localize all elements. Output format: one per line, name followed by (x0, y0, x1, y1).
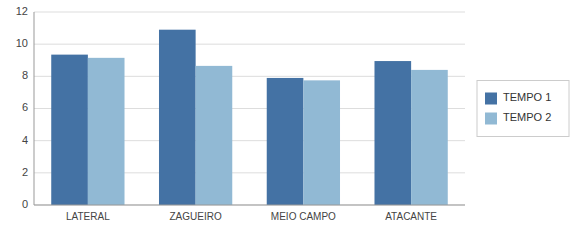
legend-label: TEMPO 1 (503, 91, 551, 103)
legend-swatch (485, 93, 497, 105)
y-tick-label: 6 (22, 101, 28, 113)
bar (374, 61, 411, 205)
bar (411, 70, 448, 205)
y-tick-label: 0 (22, 198, 28, 210)
y-tick-label: 10 (16, 37, 28, 49)
grid-line (34, 44, 465, 45)
bar (196, 66, 233, 205)
chart-container: 0 2 4 6 8 10 12 LATERAL ZAGUEIRO MEIO CAMPO ATACAN… (0, 0, 575, 231)
x-tick-label: MEIO CAMPO (271, 211, 336, 222)
x-tick-label: LATERAL (66, 211, 110, 222)
bar (267, 78, 304, 205)
grid-line (34, 205, 465, 206)
x-tick-label: ZAGUEIRO (170, 211, 222, 222)
x-axis-line (34, 205, 465, 206)
legend-swatch (485, 113, 497, 125)
chart-svg: 0 2 4 6 8 10 12 LATERAL ZAGUEIRO MEIO CAMPO ATACAN… (0, 0, 575, 231)
bar (51, 55, 88, 205)
bar (303, 80, 340, 205)
legend: TEMPO 1 TEMPO 2 (477, 81, 569, 137)
bar (159, 30, 196, 205)
y-tick-label: 12 (16, 5, 28, 17)
y-tick-label: 8 (22, 69, 28, 81)
y-axis-line (34, 12, 35, 205)
legend-frame (477, 81, 569, 137)
grid-line (34, 12, 465, 13)
legend-label: TEMPO 2 (503, 111, 551, 123)
y-tick-label: 2 (22, 166, 28, 178)
bars (51, 30, 448, 205)
y-axis: 0 2 4 6 8 10 12 (16, 5, 465, 210)
x-axis: LATERAL ZAGUEIRO MEIO CAMPO ATACANTE (66, 211, 437, 222)
x-tick-label: ATACANTE (385, 211, 437, 222)
bar (88, 58, 125, 205)
y-tick-label: 4 (22, 134, 28, 146)
